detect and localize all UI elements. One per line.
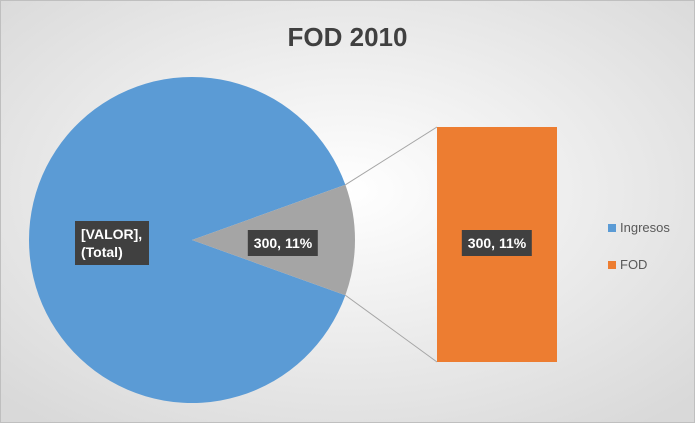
legend-label: Ingresos	[620, 220, 670, 235]
connector	[345, 126, 438, 186]
connector	[345, 294, 438, 363]
legend-swatch	[608, 223, 616, 232]
chart-title: FOD 2010	[287, 22, 408, 52]
pie-slice	[29, 76, 346, 403]
data-label: [VALOR], (Total)	[75, 221, 149, 265]
legend-entry: Ingresos	[608, 220, 670, 235]
data-label: 300, 11%	[247, 230, 319, 256]
legend-swatch	[608, 260, 616, 269]
legend-entry: FOD	[608, 257, 647, 272]
legend-label: FOD	[620, 257, 648, 272]
data-label: 300, 11%	[461, 230, 533, 256]
